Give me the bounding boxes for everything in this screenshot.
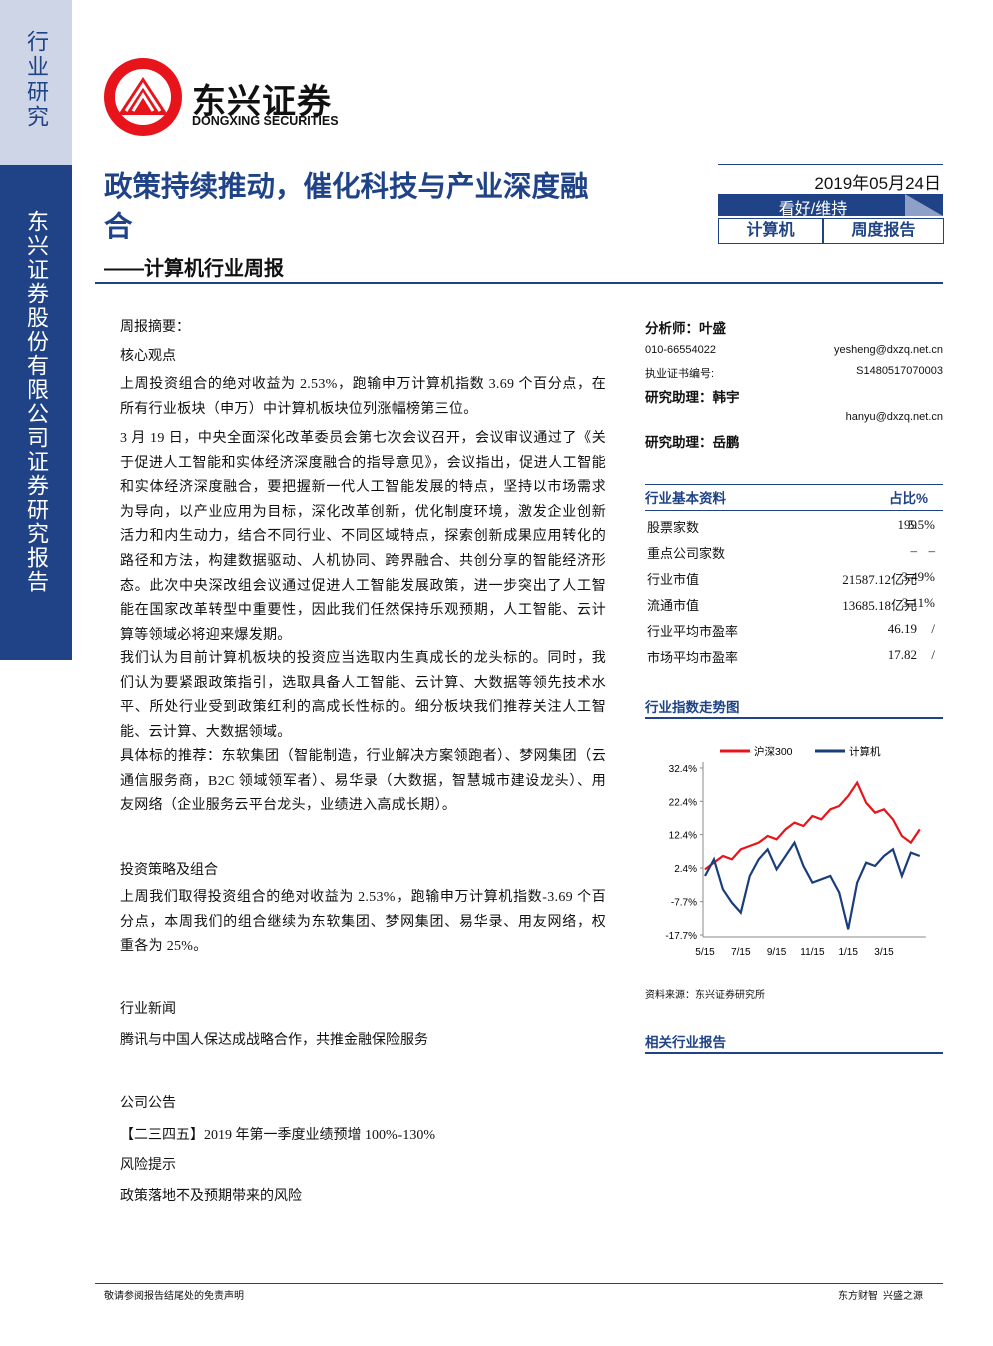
header-rule <box>95 282 943 284</box>
date-text: 2019年05月24日 <box>814 174 941 193</box>
table-cell: / <box>931 621 935 636</box>
table-cell: – <box>928 543 936 558</box>
x-tick-label: 9/15 <box>767 947 787 958</box>
sidebar-main-text: 东兴证券股份有限公司证券研究报告 <box>24 210 49 594</box>
y-tick-label: -7.7% <box>671 898 697 909</box>
related-heading: 相关行业报告 <box>645 1035 726 1050</box>
footer-rule <box>95 1283 943 1284</box>
y-tick-label: 32.4% <box>669 764 697 775</box>
assistant: 研究助理：岳鹏 <box>645 435 740 450</box>
rating: 看好/维持 <box>778 201 848 218</box>
summary-label: 周报摘要： <box>120 320 190 335</box>
table-cell: 重点公司家数 <box>647 546 726 561</box>
table-cell: 流通市值 <box>647 598 700 613</box>
table-cell: 3.49% <box>901 569 935 584</box>
logo-english: DONGXING SECURITIES <box>192 114 339 128</box>
y-tick-label: 22.4% <box>669 797 697 808</box>
x-tick-label: 1/15 <box>838 947 858 958</box>
x-tick-label: 5/15 <box>695 947 715 958</box>
table-rule <box>645 510 943 511</box>
chart-source: 资料来源：东兴证券研究所 <box>645 990 765 1001</box>
logo-icon <box>104 58 182 136</box>
box-rule <box>718 164 943 165</box>
risk-heading: 风险提示 <box>120 1158 176 1173</box>
table-cell: 13685.18亿元 <box>842 598 917 613</box>
announce-heading: 公司公告 <box>120 1096 176 1111</box>
table-header: 行业基本资料 <box>645 491 726 506</box>
legend-label: 沪深300 <box>754 745 793 758</box>
sidebar-main <box>0 165 72 660</box>
risk-item: 政策落地不及预期带来的风险 <box>120 1189 302 1204</box>
news-item: 腾讯与中国人保达成战略合作，共推金融保险服务 <box>120 1033 428 1048</box>
cert: S1480517070003 <box>856 365 943 377</box>
series-line <box>704 780 921 871</box>
report-type: 周度报告 <box>823 218 944 244</box>
y-tick-label: 12.4% <box>669 831 697 842</box>
table-cell: 199 <box>897 517 918 532</box>
table-cell: 行业平均市盈率 <box>647 624 739 639</box>
footer-right: 东方财智 兴盛之源 <box>838 1291 923 1302</box>
y-tick-label: 2.4% <box>674 864 697 875</box>
sidebar-top <box>0 0 72 165</box>
x-tick-label: 11/15 <box>800 947 825 958</box>
section-rule <box>645 1052 943 1054</box>
assistant: 研究助理：韩宇 <box>645 390 740 405</box>
table-cell: 行业市值 <box>647 572 700 587</box>
announce-item: 【二三四五】2019 年第一季度业绩预增 100%-130% <box>120 1128 435 1143</box>
paragraph: 具体标的推荐：东软集团（智能制造，行业解决方案领跑者）、梦网集团（云通信服务商，… <box>120 749 606 814</box>
section-rule <box>645 717 943 719</box>
subtitle: ——计算机行业周报 <box>104 258 284 280</box>
x-tick-label: 7/15 <box>731 947 751 958</box>
table-cell: 3.11% <box>901 595 935 610</box>
table-cell: 市场平均市盈率 <box>647 650 739 665</box>
rating-bar <box>718 194 943 216</box>
analyst: 分析师：叶盛 <box>645 321 726 336</box>
footer-left: 敬请参阅报告结尾处的免责声明 <box>104 1291 244 1302</box>
table-cell: 46.19 <box>887 621 917 636</box>
industry: 计算机 <box>718 218 823 244</box>
legend-label: 计算机 <box>849 745 881 758</box>
y-tick-label: -17.7% <box>665 931 697 942</box>
table-cell: 股票家数 <box>647 520 700 535</box>
table-header: 占比% <box>888 491 928 506</box>
table-rule <box>645 484 943 485</box>
news-heading: 行业新闻 <box>120 1002 176 1017</box>
strategy-heading: 投资策略及组合 <box>120 863 218 878</box>
paragraph: 3 月 19 日，中央全面深化改革委员会第七次会议召开，会议审议通过了《关于促进… <box>120 431 606 643</box>
title: 政策持续推动，催化科技与产业深度融合 <box>104 171 589 243</box>
paragraph: 上周投资组合的绝对收益为 2.53%，跑输申万计算机指数 3.69 个百分点，在… <box>120 377 606 417</box>
paragraph: 上周我们取得投资组合的绝对收益为 2.53%，跑输申万计算机指数-3.69 个百… <box>120 890 606 955</box>
chart: 32.4% 22.4% 12.4% 2.4% -7.7% -17.7% 5/15 7/15 9/… <box>665 745 926 958</box>
logo-name: 东兴证券 <box>192 83 332 121</box>
chart-heading: 行业指数走势图 <box>645 700 740 715</box>
date: 2019年05月24日 <box>718 169 943 194</box>
email: hanyu@dxzq.net.cn <box>845 411 943 423</box>
phone: 010-66554022 <box>645 344 716 356</box>
rating-deco <box>905 194 943 216</box>
paragraph: 我们认为目前计算机板块的投资应当选取内生真成长的龙头标的。同时，我们认为要紧跟政… <box>120 651 606 740</box>
cert-label: 执业证书编号: <box>645 368 715 380</box>
table-cell: – <box>910 543 918 558</box>
email: yesheng@dxzq.net.cn <box>833 344 943 356</box>
x-tick-label: 3/15 <box>874 947 894 958</box>
core-heading: 核心观点 <box>120 349 176 364</box>
sidebar-top-text: 行业研究 <box>24 30 49 130</box>
table-cell: 5.5% <box>907 517 935 532</box>
table-cell: / <box>931 647 935 662</box>
table-cell: 17.82 <box>887 647 917 662</box>
table-cell: 21587.12亿元 <box>842 572 917 587</box>
series-line <box>704 840 921 930</box>
